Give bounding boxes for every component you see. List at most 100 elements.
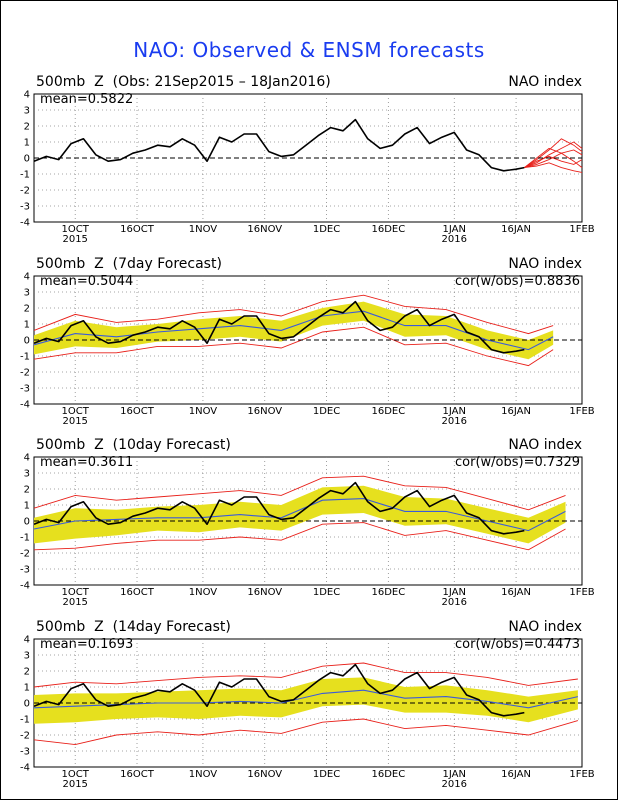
x-tick-label: 16OCT <box>120 769 155 780</box>
x-tick-label: 1JAN <box>443 587 466 598</box>
ensemble-member-line <box>33 662 578 688</box>
y-tick-label: 3 <box>24 469 30 480</box>
x-tick-label: 16OCT <box>120 224 155 235</box>
y-tick-label: 4 <box>24 90 30 101</box>
correlation-label: cor(w/obs)=0.4473 <box>455 637 580 652</box>
x-tick-label: 1JAN <box>443 224 466 235</box>
observed-nao-line <box>33 118 525 172</box>
y-tick-label: 0 <box>24 517 30 528</box>
panel-left-title: 500mb Z (Obs: 21Sep2015 – 18Jan2016) <box>36 74 331 90</box>
y-tick-label: -3 <box>20 565 30 576</box>
ensemble-member-line <box>524 147 583 168</box>
y-tick-label: -3 <box>20 384 30 395</box>
y-tick-label: 0 <box>24 336 30 347</box>
x-tick-year-label: 2015 <box>62 234 87 245</box>
x-tick-label: 1FEB <box>569 587 594 598</box>
x-tick-label: 1JAN <box>443 406 466 417</box>
panel-left-title: 500mb Z (14day Forecast) <box>36 619 231 635</box>
y-tick-label: 1 <box>24 138 30 149</box>
x-tick-label: 16JAN <box>501 406 531 417</box>
panel-right-title: NAO index <box>508 256 582 272</box>
x-tick-label: 1NOV <box>189 587 218 598</box>
ensemble-member-line <box>33 294 554 335</box>
y-tick-label: 2 <box>24 485 30 496</box>
ensemble-member-line <box>524 155 583 168</box>
panel-right-title: NAO index <box>508 437 582 453</box>
x-tick-label: 1JAN <box>443 769 466 780</box>
x-tick-year-label: 2015 <box>62 416 87 427</box>
x-tick-label: 16DEC <box>371 769 405 780</box>
ensemble-spread-band <box>34 485 566 544</box>
x-tick-year-label: 2016 <box>442 416 467 427</box>
y-tick-label: 1 <box>24 320 30 331</box>
mean-label: mean=0.3611 <box>40 455 134 470</box>
x-tick-label: 1DEC <box>313 587 340 598</box>
x-tick-label: 1OCT <box>62 769 90 780</box>
y-tick-label: 2 <box>24 122 30 133</box>
y-tick-label: 3 <box>24 288 30 299</box>
x-tick-year-label: 2016 <box>442 234 467 245</box>
figure-title: NAO: Observed & ENSM forecasts <box>133 38 485 62</box>
x-tick-label: 1NOV <box>189 406 218 417</box>
ensemble-member-line <box>524 162 583 173</box>
y-tick-label: -3 <box>20 747 30 758</box>
observed-nao-line <box>33 663 525 717</box>
x-tick-label: 1NOV <box>189 769 218 780</box>
x-tick-label: 16OCT <box>120 406 155 417</box>
y-tick-label: 4 <box>24 635 30 646</box>
panel-10day-forecast: 500mb Z (10day Forecast) NAO index mean=… <box>0 437 618 622</box>
y-tick-label: -2 <box>20 731 30 742</box>
y-tick-label: -2 <box>20 549 30 560</box>
x-tick-label: 16NOV <box>247 587 282 598</box>
ensemble-member-line <box>524 152 583 169</box>
panel-right-title: NAO index <box>508 619 582 635</box>
panel-left-title: 500mb Z (10day Forecast) <box>36 437 231 453</box>
x-tick-label: 1OCT <box>62 224 90 235</box>
y-tick-label: 4 <box>24 272 30 283</box>
ensemble-spread-band <box>34 677 578 724</box>
x-tick-year-label: 2016 <box>442 597 467 608</box>
y-tick-label: -1 <box>20 533 30 544</box>
y-tick-label: -4 <box>20 763 30 774</box>
x-tick-year-label: 2015 <box>62 779 87 790</box>
y-tick-label: 1 <box>24 683 30 694</box>
panel-7day-forecast: 500mb Z (7day Forecast) NAO index mean=0… <box>0 256 618 441</box>
x-tick-label: 16DEC <box>371 587 405 598</box>
x-tick-label: 16NOV <box>247 406 282 417</box>
observed-nao-line <box>33 481 525 535</box>
y-tick-label: -4 <box>20 218 30 229</box>
y-tick-label: 2 <box>24 304 30 315</box>
y-tick-label: 0 <box>24 699 30 710</box>
x-tick-label: 16DEC <box>371 224 405 235</box>
x-tick-label: 16JAN <box>501 224 531 235</box>
ensemble-member-line <box>33 522 566 551</box>
x-tick-label: 1OCT <box>62 406 90 417</box>
ensemble-member-line <box>524 141 583 169</box>
y-tick-label: -1 <box>20 352 30 363</box>
x-tick-label: 16JAN <box>501 587 531 598</box>
x-tick-label: 1FEB <box>569 769 594 780</box>
observed-nao-line <box>33 300 525 354</box>
panel-observed: 500mb Z (Obs: 21Sep2015 – 18Jan2016) NAO… <box>0 74 618 259</box>
x-tick-label: 16NOV <box>247 224 282 235</box>
y-tick-label: 4 <box>24 453 30 464</box>
x-tick-label: 1NOV <box>189 224 218 235</box>
ensemble-spread-band <box>34 301 554 360</box>
mean-label: mean=0.5044 <box>40 274 134 289</box>
correlation-label: cor(w/obs)=0.8836 <box>455 274 580 289</box>
y-tick-label: 2 <box>24 667 30 678</box>
y-tick-label: -2 <box>20 368 30 379</box>
y-tick-label: 1 <box>24 501 30 512</box>
y-tick-label: -1 <box>20 170 30 181</box>
y-tick-label: 0 <box>24 154 30 165</box>
x-tick-label: 1DEC <box>313 406 340 417</box>
x-tick-label: 1FEB <box>569 224 594 235</box>
x-tick-year-label: 2015 <box>62 597 87 608</box>
x-tick-label: 16JAN <box>501 769 531 780</box>
y-tick-label: -1 <box>20 715 30 726</box>
